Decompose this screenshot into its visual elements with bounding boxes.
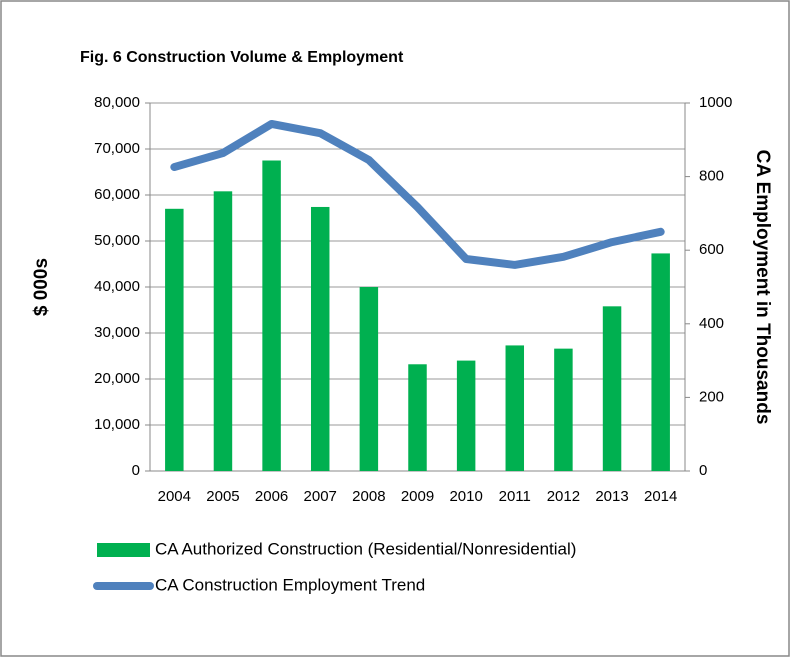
y-tick-label: 10,000 <box>94 416 140 433</box>
legend-label: CA Authorized Construction (Residential/… <box>155 539 576 558</box>
y-tick-label: 70,000 <box>94 140 140 157</box>
x-tick-label: 2006 <box>255 488 288 505</box>
x-tick-label: 2012 <box>547 488 580 505</box>
x-tick-label: 2013 <box>595 488 628 505</box>
x-tick-label: 2004 <box>158 488 191 505</box>
bar <box>359 287 379 471</box>
x-tick-label: 2005 <box>206 488 239 505</box>
y2-tick-label: 0 <box>699 462 707 479</box>
bar <box>262 160 281 471</box>
x-tick-label: 2007 <box>304 488 337 505</box>
y-tick-label: 30,000 <box>94 324 140 341</box>
bar <box>554 348 573 471</box>
bar <box>456 360 476 471</box>
y2-tick-label: 600 <box>699 241 724 258</box>
x-tick-label: 2014 <box>644 488 677 505</box>
bar <box>213 191 233 471</box>
x-tick-label: 2010 <box>449 488 482 505</box>
y2-tick-label: 400 <box>699 315 724 332</box>
y-tick-label: 20,000 <box>94 370 140 387</box>
x-tick-label: 2011 <box>499 488 531 505</box>
legend-label: CA Construction Employment Trend <box>155 575 425 594</box>
bar <box>165 208 184 472</box>
y2-tick-label: 800 <box>699 168 724 185</box>
legend-swatch <box>97 543 150 557</box>
chart-title: Fig. 6 Construction Volume & Employment <box>80 49 404 66</box>
y2-tick-label: 200 <box>699 388 724 405</box>
bar <box>505 345 525 471</box>
y2-tick-label: 1000 <box>699 94 732 111</box>
y-tick-label: 60,000 <box>94 186 140 203</box>
bar <box>408 364 427 471</box>
line <box>170 119 665 269</box>
x-tick-label: 2008 <box>352 488 385 505</box>
bar <box>310 206 330 471</box>
y-tick-label: 0 <box>132 462 140 479</box>
bar <box>602 306 622 471</box>
y-axis-title: $ 000s <box>31 258 52 316</box>
y-tick-label: 50,000 <box>94 232 140 249</box>
y-tick-label: 80,000 <box>94 94 140 111</box>
bar <box>651 253 670 471</box>
y-tick-label: 40,000 <box>94 278 140 295</box>
y2-axis-title: CA Employment in Thousands <box>752 150 773 425</box>
x-tick-label: 2009 <box>401 488 434 505</box>
